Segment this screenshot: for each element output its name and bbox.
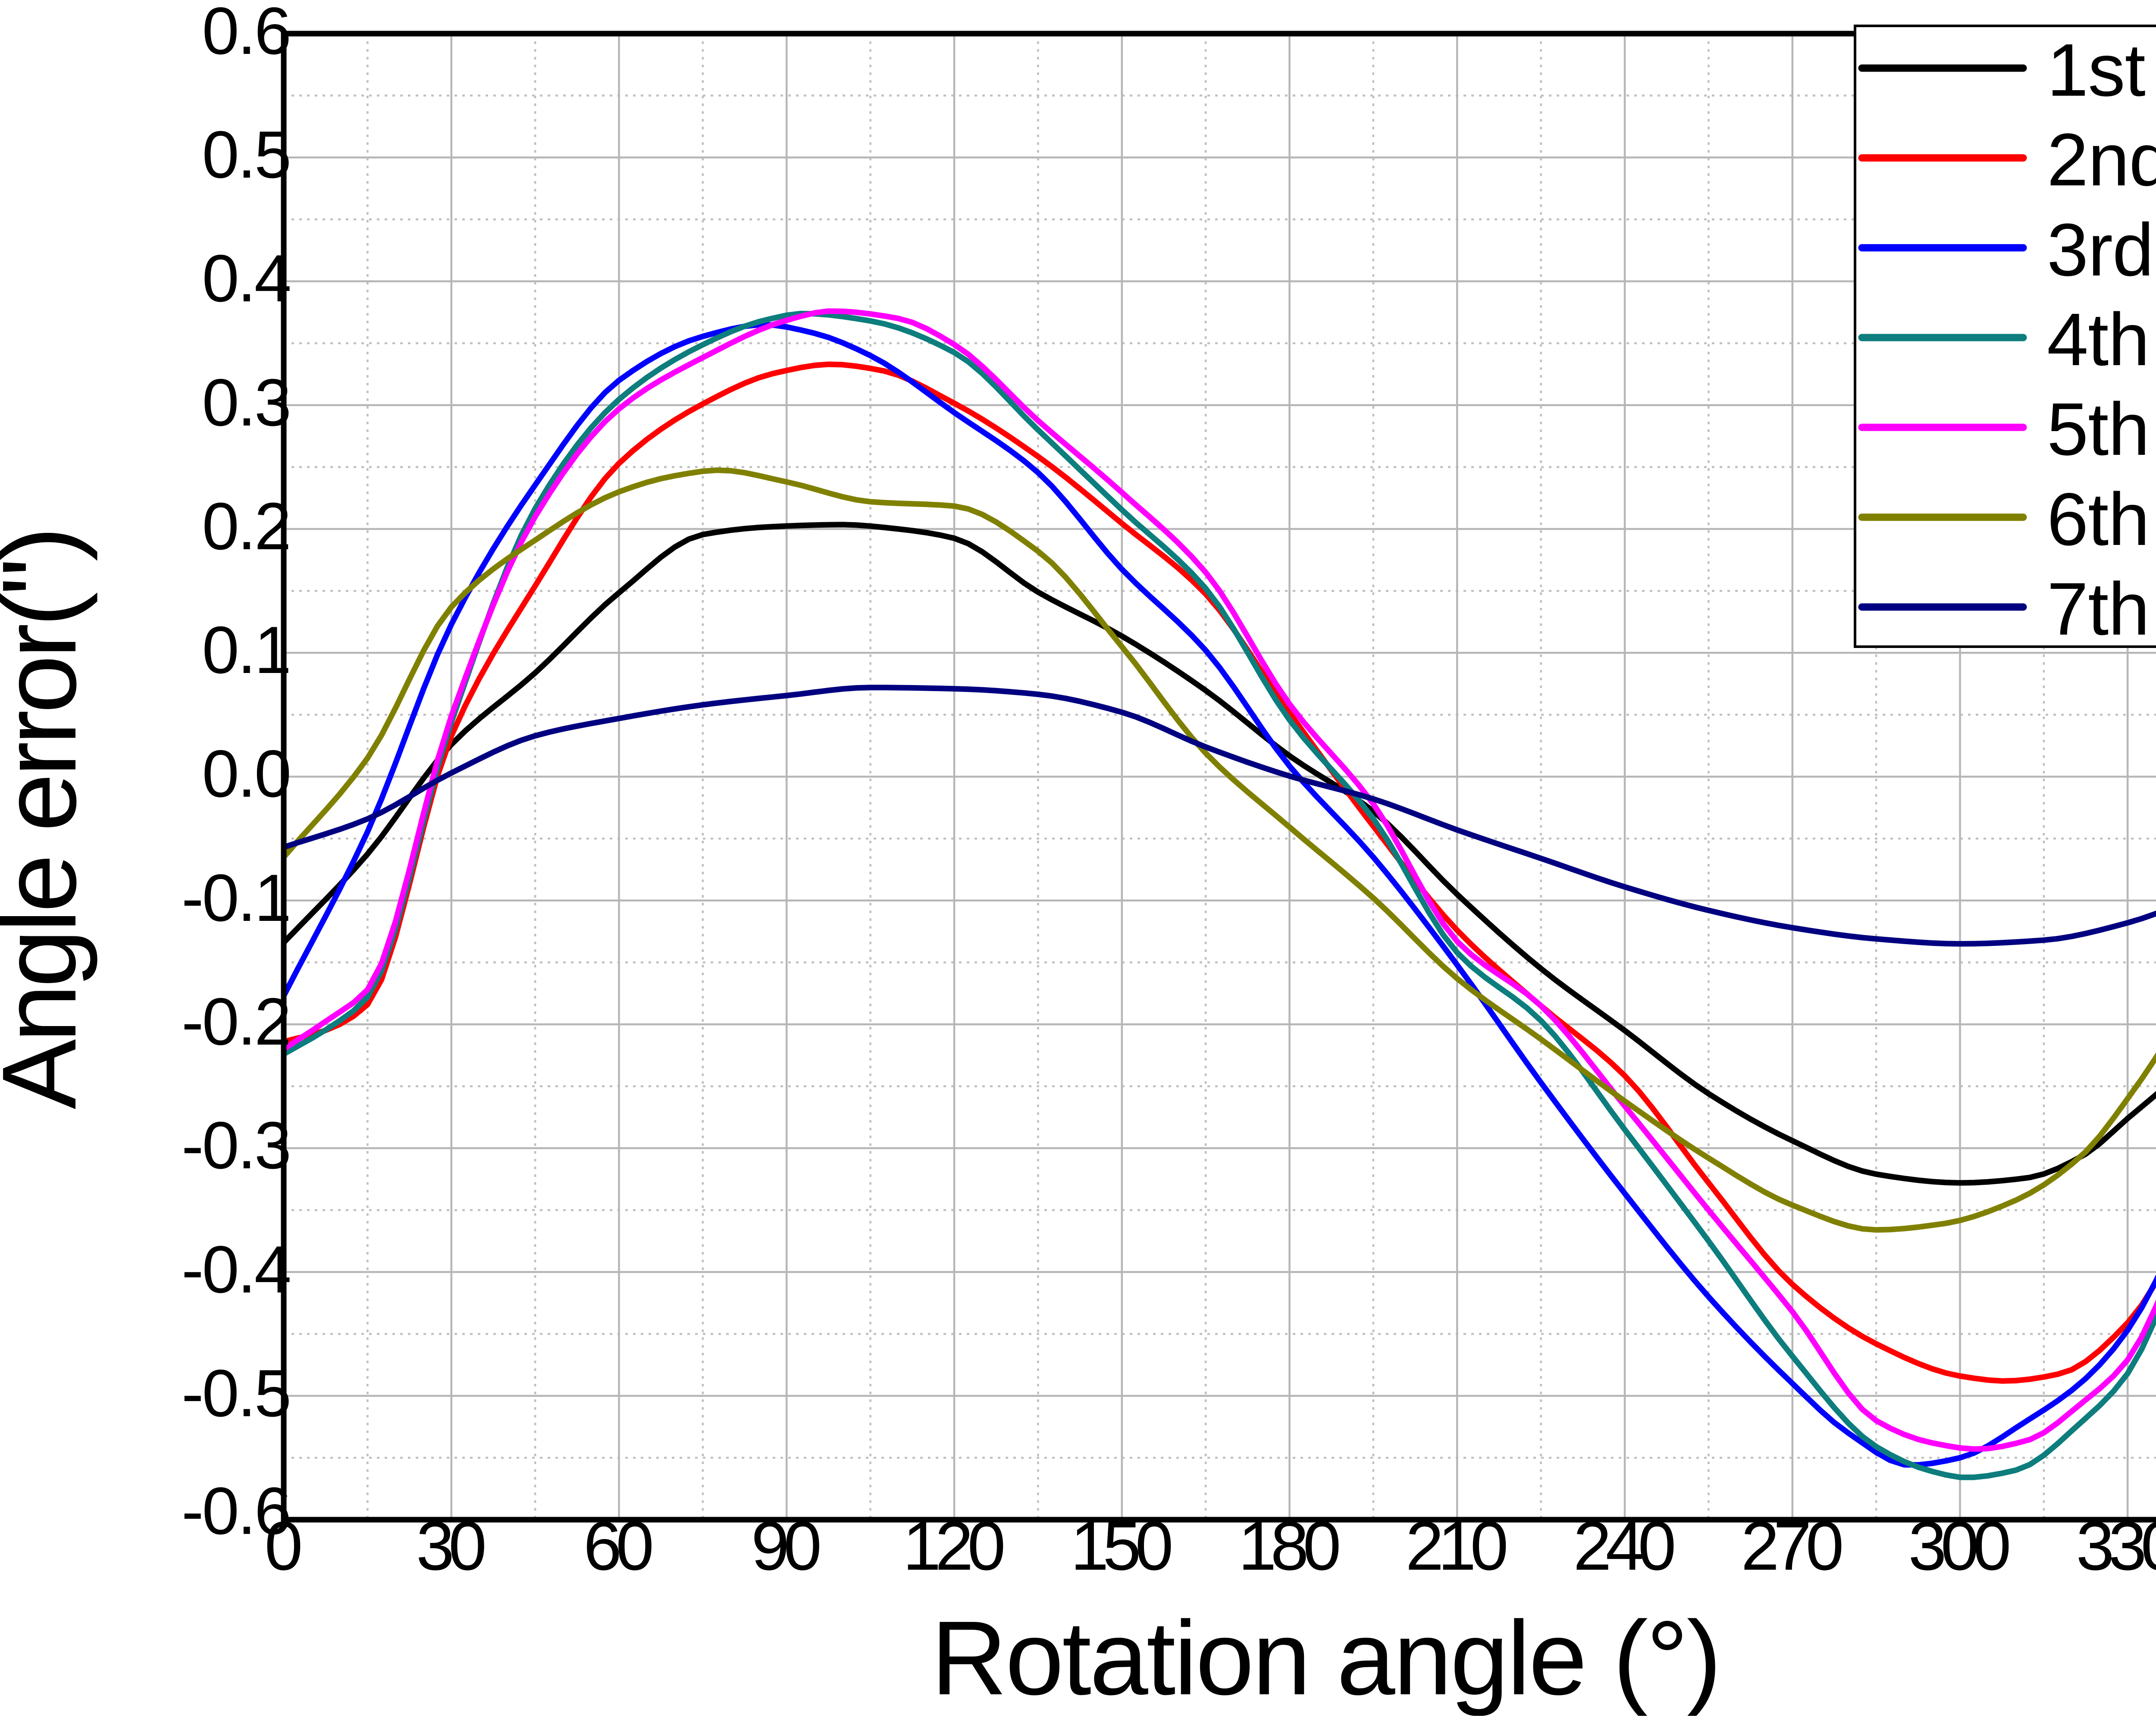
svg-text:0.3: 0.3 (202, 365, 290, 440)
svg-text:2nd pin: 2nd pin (2047, 118, 2156, 201)
svg-text:0.1: 0.1 (202, 613, 290, 687)
svg-text:-0.5: -0.5 (182, 1356, 290, 1430)
svg-text:-0.1: -0.1 (182, 861, 290, 935)
svg-text:4th pin: 4th pin (2047, 297, 2156, 381)
svg-text:0.5: 0.5 (202, 117, 290, 192)
svg-text:-0.3: -0.3 (182, 1108, 290, 1183)
svg-text:Rotation angle (°): Rotation angle (°) (931, 1599, 1720, 1716)
svg-text:0.0: 0.0 (202, 736, 290, 811)
svg-text:5th pin: 5th pin (2047, 387, 2156, 471)
svg-text:Angle error("): Angle error(") (0, 530, 98, 1109)
svg-text:180: 180 (1238, 1507, 1339, 1584)
svg-text:120: 120 (903, 1507, 1003, 1584)
svg-text:3rd pin: 3rd pin (2047, 208, 2156, 291)
svg-text:-0.2: -0.2 (182, 984, 290, 1059)
svg-text:270: 270 (1741, 1507, 1842, 1584)
svg-text:6th pin: 6th pin (2047, 477, 2156, 561)
svg-text:0.4: 0.4 (202, 241, 290, 316)
svg-text:240: 240 (1573, 1507, 1674, 1584)
svg-text:1st pin: 1st pin (2047, 28, 2156, 112)
svg-text:30: 30 (416, 1507, 484, 1584)
svg-text:7th pin: 7th pin (2047, 567, 2156, 651)
svg-text:210: 210 (1406, 1507, 1506, 1584)
svg-text:0.2: 0.2 (202, 489, 290, 563)
svg-text:0: 0 (265, 1507, 301, 1584)
svg-text:330: 330 (2076, 1507, 2156, 1584)
svg-text:-0.6: -0.6 (182, 1474, 290, 1548)
svg-text:0.6: 0.6 (202, 0, 290, 68)
svg-text:60: 60 (583, 1507, 652, 1584)
svg-text:90: 90 (751, 1507, 819, 1584)
svg-text:-0.4: -0.4 (182, 1232, 290, 1307)
svg-text:300: 300 (1908, 1507, 2009, 1584)
svg-text:150: 150 (1071, 1507, 1171, 1584)
